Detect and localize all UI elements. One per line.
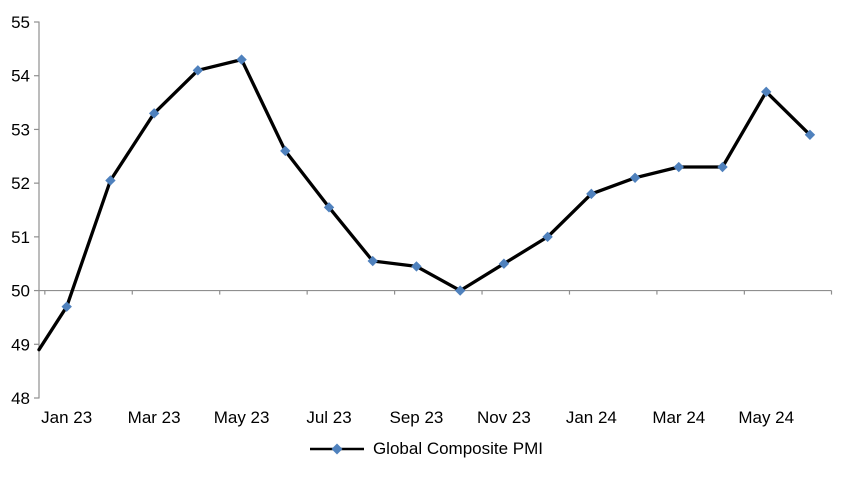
x-axis-label: Sep 23 <box>390 408 444 427</box>
y-axis-label: 54 <box>11 67 30 86</box>
data-point-marker <box>673 161 684 173</box>
y-axis-label: 49 <box>11 335 30 354</box>
y-axis-label: 48 <box>11 389 30 408</box>
x-axis-label: May 24 <box>738 408 794 427</box>
y-axis-label: 52 <box>11 174 30 193</box>
data-point-marker <box>148 108 160 119</box>
data-point-marker <box>192 65 204 76</box>
y-axis-label: 53 <box>11 120 30 139</box>
data-point-marker <box>105 175 116 186</box>
legend: Global Composite PMI <box>0 439 852 459</box>
data-point-marker <box>804 129 816 140</box>
data-point-marker <box>498 258 510 269</box>
data-point-marker <box>542 231 553 243</box>
data-point-marker <box>236 54 247 65</box>
x-axis-label: May 23 <box>214 408 270 427</box>
legend-diamond-marker-icon <box>331 443 343 455</box>
data-point-marker <box>280 145 291 157</box>
data-point-marker <box>367 255 378 267</box>
data-point-marker <box>761 86 772 98</box>
series-line <box>37 57 812 352</box>
x-axis-label: Jan 24 <box>566 408 617 427</box>
x-axis-label: Nov 23 <box>477 408 531 427</box>
data-point-marker <box>411 261 422 272</box>
legend-label: Global Composite PMI <box>372 439 544 458</box>
data-point-marker <box>61 301 72 312</box>
x-axis-label: Mar 23 <box>128 408 181 427</box>
x-axis-label: Jul 23 <box>306 408 351 427</box>
y-axis-label: 51 <box>11 228 30 247</box>
y-axis-label: 50 <box>11 282 30 301</box>
x-axis-label: Jan 23 <box>41 408 92 427</box>
x-axis-label: Mar 24 <box>652 408 705 427</box>
data-point-marker <box>586 188 597 200</box>
legend-key-icon <box>309 443 364 455</box>
y-axis-label: 55 <box>11 13 30 32</box>
data-point-marker <box>629 172 641 183</box>
data-point-marker <box>323 202 335 213</box>
data-point-marker <box>454 285 466 296</box>
data-point-marker <box>717 161 728 173</box>
